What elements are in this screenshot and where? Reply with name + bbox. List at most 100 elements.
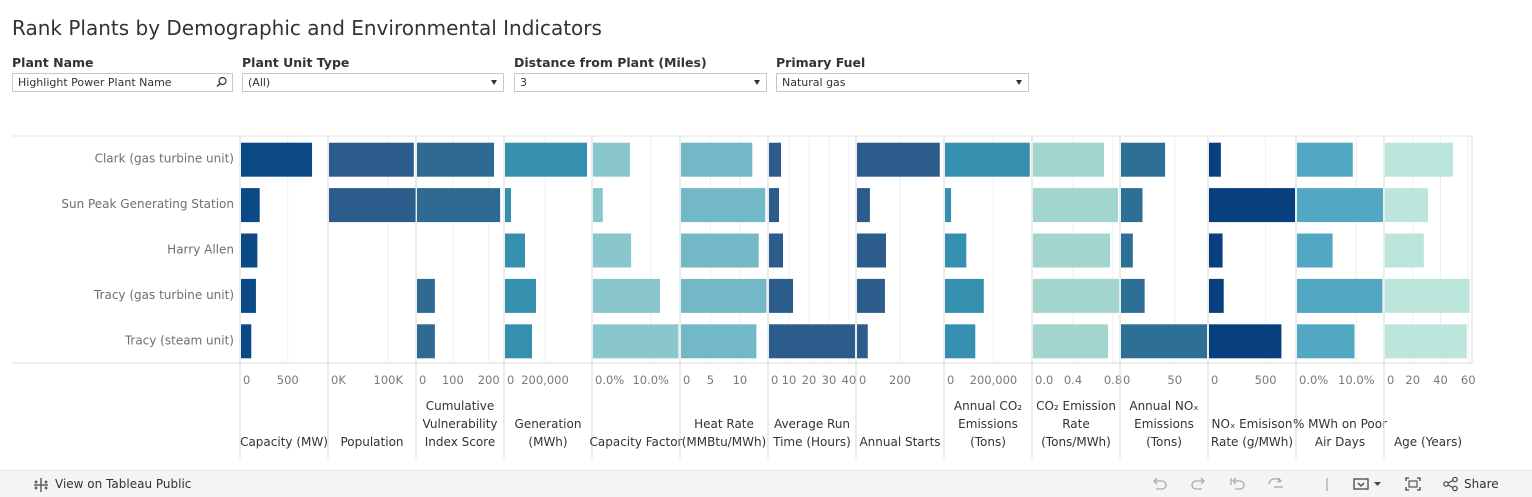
bar[interactable] bbox=[1121, 188, 1143, 223]
tick-label: 100K bbox=[374, 373, 404, 387]
bar[interactable] bbox=[329, 142, 414, 177]
download-icon[interactable] bbox=[1352, 476, 1384, 492]
pause-icon[interactable] bbox=[1322, 476, 1332, 492]
bar[interactable] bbox=[1209, 188, 1295, 223]
tick-label: 0 bbox=[947, 373, 954, 387]
bar[interactable] bbox=[769, 233, 783, 268]
bar[interactable] bbox=[241, 142, 313, 177]
bar[interactable] bbox=[681, 142, 753, 177]
bar[interactable] bbox=[857, 324, 868, 359]
bar[interactable] bbox=[769, 324, 855, 359]
bar[interactable] bbox=[1033, 233, 1110, 268]
bar[interactable] bbox=[769, 278, 793, 313]
bar[interactable] bbox=[241, 188, 260, 223]
bar[interactable] bbox=[1385, 188, 1428, 223]
tick-label: 10 bbox=[733, 373, 748, 387]
bar[interactable] bbox=[241, 278, 256, 313]
redo-icon[interactable] bbox=[1190, 476, 1208, 492]
share-icon[interactable] bbox=[1442, 476, 1460, 492]
bar[interactable] bbox=[593, 324, 679, 359]
bar[interactable] bbox=[417, 324, 435, 359]
undo-icon[interactable] bbox=[1150, 476, 1168, 492]
bar[interactable] bbox=[1033, 142, 1104, 177]
bar[interactable] bbox=[681, 188, 766, 223]
bar[interactable] bbox=[505, 142, 587, 177]
bar[interactable] bbox=[241, 233, 258, 268]
axis-title: (MWh) bbox=[528, 435, 567, 449]
axis-title: CO₂ Emission bbox=[1036, 399, 1116, 413]
axis-title: Capacity Factor bbox=[590, 435, 683, 449]
bar[interactable] bbox=[857, 188, 870, 223]
bar[interactable] bbox=[1297, 278, 1383, 313]
bar[interactable] bbox=[945, 324, 976, 359]
bar[interactable] bbox=[1033, 278, 1119, 313]
tick-label: 30 bbox=[822, 373, 837, 387]
view-on-tableau-link[interactable]: View on Tableau Public bbox=[55, 477, 192, 491]
revert-icon[interactable] bbox=[1228, 476, 1246, 492]
bar[interactable] bbox=[1297, 324, 1355, 359]
bar[interactable] bbox=[945, 188, 952, 223]
bar[interactable] bbox=[945, 142, 1030, 177]
bar[interactable] bbox=[945, 278, 984, 313]
bar[interactable] bbox=[505, 324, 532, 359]
bar[interactable] bbox=[329, 188, 416, 223]
bar[interactable] bbox=[1033, 188, 1118, 223]
bar[interactable] bbox=[417, 278, 435, 313]
bar[interactable] bbox=[1121, 142, 1166, 177]
bar[interactable] bbox=[945, 233, 967, 268]
refresh-icon[interactable] bbox=[1266, 476, 1286, 492]
bar[interactable] bbox=[593, 188, 603, 223]
panel: 0 200 Annual Starts bbox=[855, 136, 941, 458]
bar[interactable] bbox=[769, 142, 781, 177]
bar[interactable] bbox=[1297, 142, 1353, 177]
bar[interactable] bbox=[769, 188, 779, 223]
panel: 0 50 Annual NOₓ Emissions (Tons) bbox=[1119, 136, 1207, 458]
bar[interactable] bbox=[1033, 324, 1108, 359]
bar[interactable] bbox=[857, 233, 887, 268]
bar[interactable] bbox=[1209, 142, 1221, 177]
bar[interactable] bbox=[1385, 278, 1470, 313]
bar[interactable] bbox=[505, 278, 536, 313]
bar[interactable] bbox=[417, 142, 495, 177]
primary-fuel-dropdown[interactable]: Natural gas bbox=[776, 73, 1029, 92]
bar[interactable] bbox=[241, 324, 252, 359]
axis-title: (MMBtu/MWh) bbox=[682, 435, 766, 449]
bar[interactable] bbox=[681, 233, 759, 268]
chevron-down-icon bbox=[754, 80, 760, 85]
bar[interactable] bbox=[593, 233, 632, 268]
bar[interactable] bbox=[1385, 233, 1424, 268]
axis-title: NOₓ Emisison bbox=[1212, 417, 1293, 431]
share-button[interactable]: Share bbox=[1464, 477, 1499, 491]
bar[interactable] bbox=[1121, 324, 1207, 359]
bar[interactable] bbox=[681, 278, 767, 313]
bar[interactable] bbox=[1121, 278, 1145, 313]
bar[interactable] bbox=[593, 142, 630, 177]
bar[interactable] bbox=[1209, 278, 1224, 313]
bar[interactable] bbox=[1209, 233, 1223, 268]
tick-label: 0 bbox=[419, 373, 426, 387]
bar[interactable] bbox=[1209, 324, 1282, 359]
tick-label: 40 bbox=[1433, 373, 1448, 387]
bar[interactable] bbox=[857, 142, 940, 177]
plant-name-search-input[interactable]: Highlight Power Plant Name bbox=[12, 73, 233, 92]
bar[interactable] bbox=[505, 233, 525, 268]
bar[interactable] bbox=[1297, 233, 1333, 268]
distance-dropdown[interactable]: 3 bbox=[514, 73, 767, 92]
axis-title: Rate bbox=[1062, 417, 1090, 431]
search-icon[interactable] bbox=[216, 76, 228, 88]
bar[interactable] bbox=[681, 324, 757, 359]
bar[interactable] bbox=[1121, 233, 1133, 268]
fullscreen-icon[interactable] bbox=[1404, 476, 1422, 492]
bar[interactable] bbox=[1297, 188, 1383, 223]
plant-unit-type-dropdown[interactable]: (All) bbox=[242, 73, 504, 92]
bar[interactable] bbox=[417, 188, 501, 223]
bar[interactable] bbox=[1385, 142, 1453, 177]
panel: 0 10 20 30 40 Average Run Time (Hours) bbox=[767, 136, 856, 458]
bar[interactable] bbox=[1385, 324, 1467, 359]
bar[interactable] bbox=[857, 278, 885, 313]
tick-label: 50 bbox=[1167, 373, 1182, 387]
tick-label: 0.8 bbox=[1104, 373, 1122, 387]
bar[interactable] bbox=[593, 278, 660, 313]
tick-label: 10.0% bbox=[1338, 373, 1375, 387]
bar[interactable] bbox=[505, 188, 511, 223]
